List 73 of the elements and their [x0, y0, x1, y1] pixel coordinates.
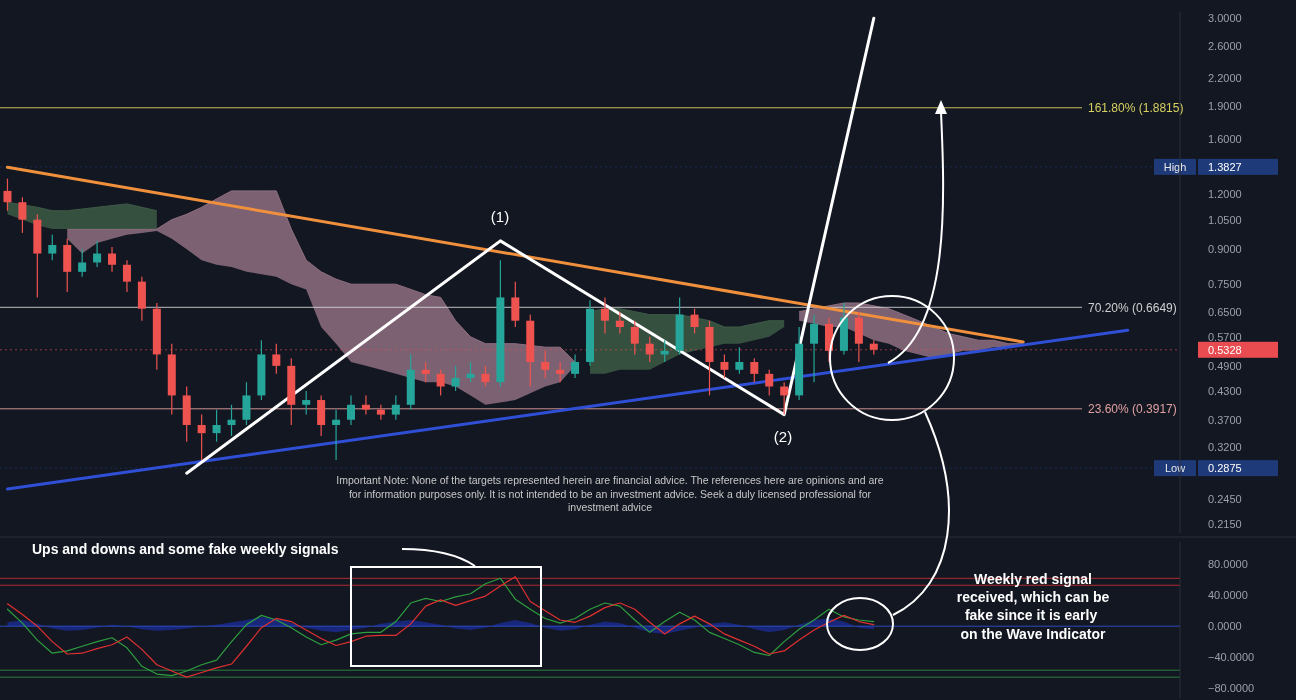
candlestick [421, 361, 430, 383]
candlestick [391, 394, 400, 421]
y-tick-label: 0.9000 [1208, 243, 1242, 256]
candlestick [272, 343, 281, 375]
y-tick-label: 0.6500 [1208, 305, 1242, 318]
ref-line-label: 161.80% (1.8815) [1088, 100, 1184, 115]
y-tick-label: 1.0500 [1208, 213, 1242, 226]
ref-line-label: 23.60% (0.3917) [1088, 402, 1177, 416]
candlestick [556, 361, 565, 383]
candlestick [690, 308, 699, 335]
line-series [185, 16, 876, 475]
candlestick [376, 404, 385, 421]
candlestick [302, 390, 311, 416]
candlestick [541, 350, 550, 379]
candlestick [3, 178, 12, 212]
candlestick [810, 314, 819, 383]
candlestick [227, 404, 236, 437]
candlestick [511, 281, 520, 328]
candlestick [451, 365, 460, 392]
y-tick-label: 0.3200 [1208, 441, 1242, 454]
y-tick-label: 1.9000 [1208, 99, 1242, 112]
candlestick [780, 381, 789, 416]
candlestick [212, 409, 221, 443]
y-tick-label: 0.3700 [1208, 413, 1242, 426]
y-tick-label: 40.0000 [1208, 589, 1248, 602]
annotation: Weekly red signal received, which can be fake since it is early on the Wave Indicator [956, 571, 1110, 642]
y-tick-label: 2.6000 [1208, 39, 1242, 52]
candlestick [347, 394, 356, 426]
y-tick-label: 0.0000 [1208, 620, 1242, 633]
candlestick [18, 196, 27, 234]
candlestick [735, 346, 744, 375]
candlestick [108, 246, 117, 273]
y-tick-label: 0.4900 [1208, 359, 1242, 372]
candlestick [332, 409, 341, 461]
candlestick [765, 369, 774, 397]
y-tick-label: 80.0000 [1208, 558, 1248, 571]
text: 0.2875 [1208, 461, 1242, 474]
candlestick [436, 369, 445, 397]
candlestick [571, 353, 580, 379]
annotation: (1) [490, 208, 510, 225]
ref-line-label: High [1163, 160, 1187, 173]
candlestick [361, 394, 370, 416]
text: 0.5328 [1208, 343, 1242, 356]
candlestick [481, 365, 490, 388]
candlestick [645, 336, 654, 363]
candlestick [78, 248, 87, 278]
candlestick [93, 240, 102, 268]
y-tick-label: 0.7500 [1208, 278, 1242, 291]
candlestick [197, 414, 206, 461]
y-tick-label: 1.6000 [1208, 132, 1242, 145]
y-tick-label: 0.4300 [1208, 384, 1242, 397]
annotation: Important Note: None of the targets represented herein are financial advice. The references here are opinions and are for information purposes only. It is not intended to be an investment advice. Seek a duly licensed professional for investment advice [336, 474, 884, 514]
annotation: Ups and downs and some fake weekly signals [32, 541, 339, 557]
y-tick-label: 0.2150 [1208, 517, 1242, 530]
y-tick-label: 3.0000 [1208, 12, 1242, 25]
candlestick [122, 259, 131, 293]
y-tick-label: −40.0000 [1208, 650, 1255, 663]
ref-line-label: 70.20% (0.6649) [1088, 300, 1177, 315]
y-tick-label: −80.0000 [1208, 681, 1255, 694]
y-tick-label: 0.5700 [1208, 330, 1242, 343]
annotation: (2) [773, 428, 793, 445]
candlestick [48, 234, 57, 261]
candlestick [466, 361, 475, 383]
candlestick [630, 320, 639, 356]
candlestick [750, 357, 759, 383]
y-tick-label: 0.2450 [1208, 492, 1242, 505]
y-tick-label: 2.2000 [1208, 71, 1242, 84]
candlestick [720, 353, 729, 379]
candlestick [600, 296, 609, 335]
ref-line-label: Low [1164, 461, 1186, 474]
y-tick-label: 1.2000 [1208, 187, 1242, 200]
candlestick [615, 311, 624, 335]
text: 1.3827 [1208, 160, 1242, 173]
